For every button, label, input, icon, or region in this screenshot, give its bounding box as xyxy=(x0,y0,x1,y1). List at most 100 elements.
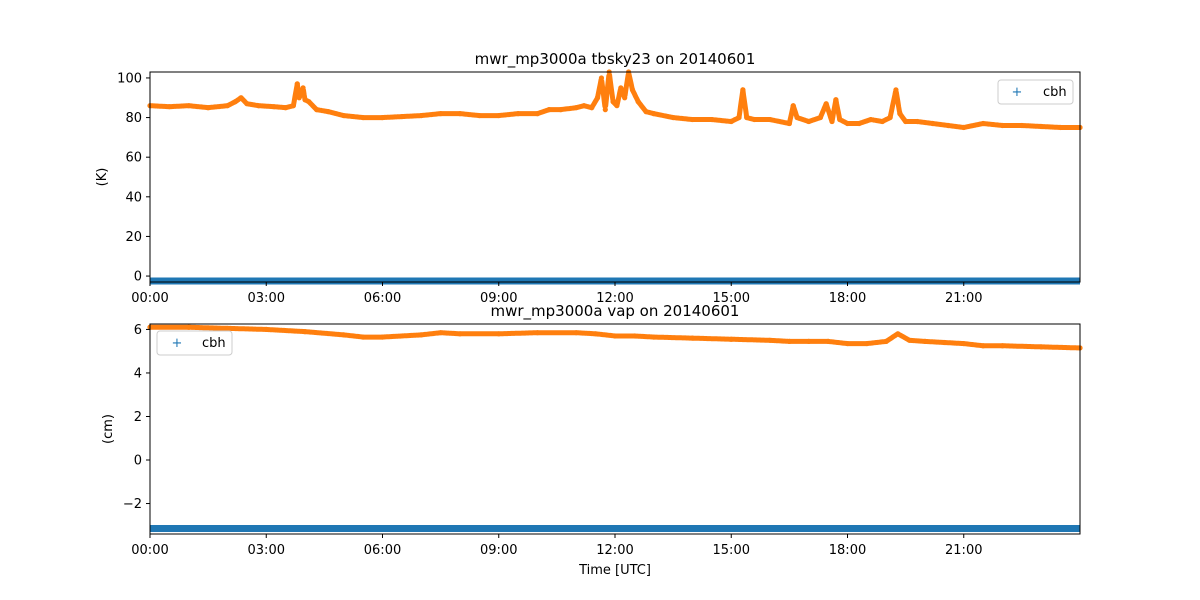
data-point xyxy=(631,333,637,339)
data-point xyxy=(767,116,773,123)
data-point xyxy=(790,103,796,109)
data-point xyxy=(244,101,250,107)
data-point xyxy=(833,97,839,103)
y-tick-label: 60 xyxy=(125,151,142,166)
data-point xyxy=(496,112,502,119)
data-point xyxy=(829,118,835,125)
data-point xyxy=(457,111,463,117)
data-point xyxy=(999,122,1006,129)
data-point xyxy=(283,105,289,111)
data-point xyxy=(767,337,773,343)
data-point xyxy=(263,326,269,333)
top-chart-plot-area xyxy=(147,69,1083,285)
data-point xyxy=(399,113,405,120)
data-point xyxy=(914,118,920,125)
data-point xyxy=(224,325,231,331)
data-point xyxy=(166,104,172,110)
data-point xyxy=(1019,122,1025,129)
bottom-chart-plot-area xyxy=(147,324,1083,533)
data-point xyxy=(961,340,967,347)
data-point xyxy=(290,103,296,109)
x-tick-label: 09:00 xyxy=(480,543,517,558)
data-point xyxy=(744,114,750,121)
data-point xyxy=(379,334,386,340)
data-point xyxy=(594,95,601,101)
data-point xyxy=(496,331,502,337)
x-tick-label: 00:00 xyxy=(131,543,168,558)
data-point xyxy=(670,114,676,121)
data-point xyxy=(825,338,831,345)
data-point xyxy=(418,332,424,338)
data-point xyxy=(581,103,587,109)
top-chart-legend: + cbh xyxy=(997,79,1074,105)
data-point xyxy=(418,112,424,119)
data-point xyxy=(534,111,541,117)
x-tick-label: 12:00 xyxy=(596,543,633,558)
top-legend-frame xyxy=(997,79,1074,105)
y-tick-label: 80 xyxy=(125,111,142,126)
data-point xyxy=(689,116,696,123)
data-point xyxy=(224,103,231,109)
data-point xyxy=(689,335,696,341)
data-point xyxy=(186,103,192,109)
data-point xyxy=(883,338,889,345)
data-point xyxy=(887,114,893,121)
bottom-legend-marker-icon: + xyxy=(172,336,183,351)
data-point xyxy=(930,120,936,127)
data-point xyxy=(360,114,366,121)
data-point xyxy=(325,109,331,115)
y-tick-label: 40 xyxy=(125,190,142,205)
data-point xyxy=(651,111,657,117)
data-point xyxy=(598,75,605,81)
data-point xyxy=(856,120,862,127)
y-tick-label: −2 xyxy=(123,497,142,512)
data-point xyxy=(573,330,579,336)
bottom-chart-ylabel: (cm) xyxy=(101,414,116,444)
data-point xyxy=(897,111,903,117)
x-tick-label: 15:00 xyxy=(713,291,750,306)
data-point xyxy=(893,87,899,93)
x-tick-label: 12:00 xyxy=(596,291,633,306)
x-tick-label: 03:00 xyxy=(248,543,285,558)
data-point xyxy=(806,338,812,345)
data-point xyxy=(294,81,300,87)
data-point xyxy=(205,105,211,111)
x-tick-label: 18:00 xyxy=(829,291,866,306)
data-point xyxy=(823,101,829,107)
data-point xyxy=(438,111,444,117)
data-point xyxy=(558,107,564,113)
top-legend-label: cbh xyxy=(1043,85,1067,100)
data-point xyxy=(602,107,608,113)
data-point xyxy=(573,105,579,111)
data-point xyxy=(941,339,947,346)
x-tick-label: 15:00 xyxy=(713,543,750,558)
data-point xyxy=(302,97,308,103)
data-point xyxy=(786,120,792,127)
y-tick-label: 2 xyxy=(134,410,142,425)
x-tick-label: 03:00 xyxy=(248,291,285,306)
data-point xyxy=(534,330,541,336)
data-point xyxy=(546,107,552,113)
x-tick-label: 09:00 xyxy=(480,291,517,306)
data-point xyxy=(980,343,986,349)
top-chart-panel: mwr_mp3000a tbsky23 on 20140601 (K) + cb… xyxy=(95,50,1083,306)
data-point xyxy=(740,87,746,93)
data-point xyxy=(922,338,928,345)
bottom-chart-title: mwr_mp3000a vap on 20140601 xyxy=(491,302,740,321)
data-point xyxy=(980,120,986,127)
data-point xyxy=(610,99,616,105)
data-point xyxy=(945,122,951,129)
y-tick-label: 4 xyxy=(134,366,142,381)
measurement-series xyxy=(147,69,1083,131)
y-tick-label: 100 xyxy=(117,71,142,86)
data-point xyxy=(379,114,386,121)
bottom-chart-legend: + cbh xyxy=(156,330,233,356)
data-point xyxy=(476,112,482,119)
data-point xyxy=(651,334,657,340)
x-tick-label: 00:00 xyxy=(131,291,168,306)
data-point xyxy=(515,111,521,117)
data-point xyxy=(457,331,463,337)
data-point xyxy=(622,95,628,101)
x-tick-label: 06:00 xyxy=(364,291,401,306)
